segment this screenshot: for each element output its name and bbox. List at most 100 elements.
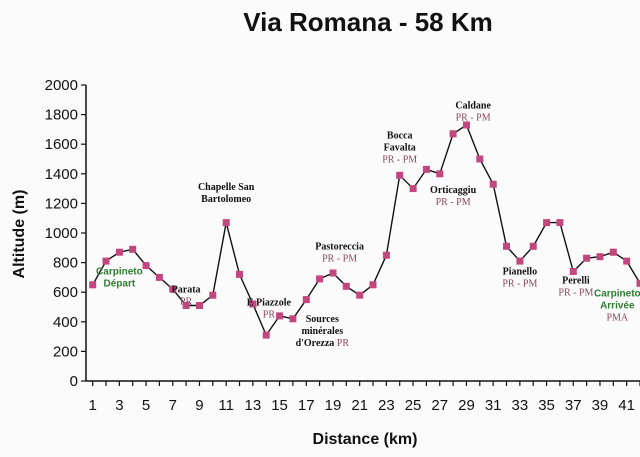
waypoint-label-line: Caldane: [455, 101, 491, 112]
data-point: [543, 219, 551, 227]
y-tick-label: 1200: [45, 195, 78, 212]
x-tick-label: 11: [218, 397, 234, 414]
data-point: [489, 180, 497, 188]
waypoint-label-line: PR - PM: [456, 113, 491, 124]
data-point: [449, 130, 457, 138]
data-point: [596, 253, 604, 261]
data-point: [249, 300, 257, 308]
data-point: [342, 282, 350, 290]
data-point: [609, 248, 617, 256]
waypoint-label-line: Bartolomeo: [201, 194, 251, 205]
data-point: [155, 273, 163, 281]
data-point: [463, 121, 470, 129]
x-tick-label: 27: [431, 397, 448, 414]
x-tick-label: 41: [618, 397, 635, 414]
data-point: [262, 331, 270, 339]
data-point: [436, 170, 444, 178]
data-point: [569, 268, 577, 275]
waypoint-label-line: Carpineto: [594, 288, 640, 299]
waypoint-label-line: Bocca: [387, 130, 413, 141]
waypoint-label-line: Carpineto: [96, 266, 143, 277]
data-point: [102, 257, 110, 265]
y-tick-label: 0: [70, 373, 78, 390]
data-point: [142, 262, 150, 270]
data-point: [289, 315, 297, 323]
waypoint-label-line: Favalta: [384, 142, 416, 153]
data-point: [276, 312, 284, 320]
data-point: [329, 269, 337, 277]
x-tick-label: 13: [245, 397, 262, 414]
waypoint-label-line: E Piazzole: [247, 298, 292, 309]
x-tick-label: 35: [538, 397, 555, 414]
data-point: [302, 296, 310, 304]
data-point: [169, 285, 177, 293]
waypoint-label-line: Départ: [104, 278, 136, 289]
x-tick-label: 9: [195, 397, 203, 414]
data-point: [382, 251, 390, 259]
waypoint-label-line: Orticaggiu: [430, 185, 477, 196]
waypoint-label-line: Chapelle San: [198, 182, 255, 193]
data-point: [636, 279, 640, 287]
y-tick-label: 2000: [45, 77, 78, 94]
y-tick-label: 1400: [45, 166, 78, 183]
waypoint-label-line: PR - PM: [382, 154, 417, 165]
data-point: [369, 281, 377, 289]
elevation-line: [92, 123, 640, 337]
x-axis-label: Distance (km): [313, 431, 418, 448]
waypoint-label-line: PR - PM: [558, 287, 593, 298]
waypoint-label-line: PR: [180, 296, 193, 307]
data-point: [222, 219, 230, 227]
x-tick-label: 17: [298, 397, 315, 414]
x-tick-label: 31: [485, 397, 502, 414]
x-tick-label: 29: [458, 397, 475, 414]
y-tick-label: 200: [53, 343, 78, 360]
data-point: [316, 275, 324, 283]
waypoint-label-line: Arrivée: [600, 300, 635, 311]
waypoint-label-line: Pianello: [503, 267, 537, 278]
data-point: [115, 248, 123, 256]
data-point: [583, 254, 591, 262]
data-point: [476, 155, 484, 163]
y-tick-label: 600: [53, 284, 78, 301]
data-point: [409, 185, 417, 193]
data-point: [129, 245, 137, 253]
x-tick-label: 3: [115, 397, 123, 414]
data-point: [529, 242, 537, 250]
waypoint-label-line: d'Orezza PR: [296, 338, 350, 349]
y-tick-label: 1000: [45, 225, 78, 242]
x-tick-label: 39: [592, 397, 609, 414]
x-tick-label: 7: [169, 397, 177, 414]
x-tick-label: 19: [325, 397, 342, 414]
chart-title: Via Romana - 58 Km: [243, 7, 493, 37]
waypoint-label-line: Pastoreccia: [315, 241, 364, 252]
waypoint-label-line: Perelli: [562, 275, 590, 286]
data-point: [422, 165, 430, 173]
waypoint-label-line: PMA: [606, 312, 628, 323]
x-tick-label: 21: [351, 397, 368, 414]
data-point: [356, 291, 364, 299]
y-tick-label: 400: [53, 314, 78, 331]
x-tick-label: 33: [512, 397, 529, 414]
data-point: [209, 291, 217, 299]
waypoint-label-line: PR: [263, 310, 276, 321]
x-tick-label: 23: [378, 397, 395, 414]
waypoint-label-line: PR - PM: [502, 279, 537, 290]
waypoint-label-line: PR - PM: [322, 253, 357, 264]
data-point: [236, 270, 243, 278]
axes: [81, 84, 640, 386]
y-tick-label: 1800: [45, 107, 78, 124]
data-point: [196, 302, 203, 309]
